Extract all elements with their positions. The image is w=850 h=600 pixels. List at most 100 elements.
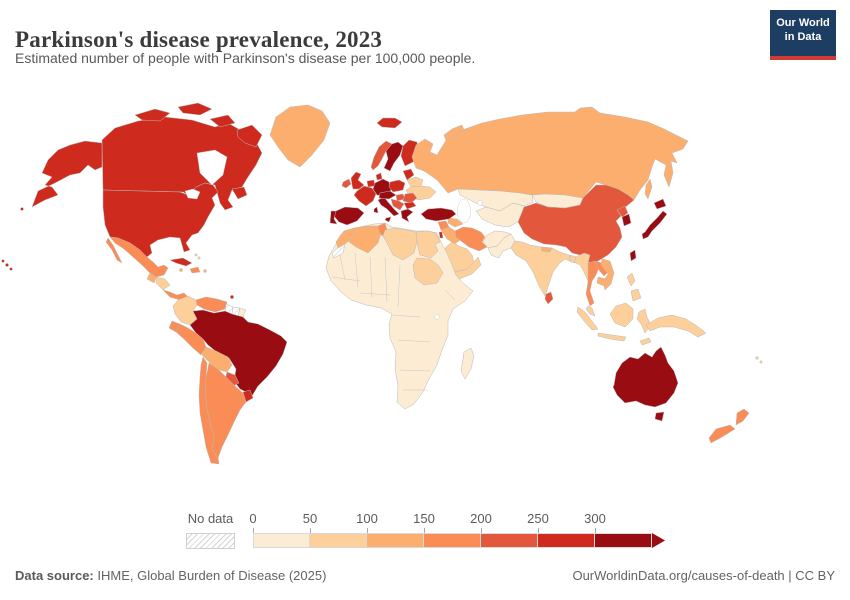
- country-spain[interactable]: [333, 206, 365, 226]
- country-alaska[interactable]: [31, 140, 103, 208]
- country-israel[interactable]: [438, 231, 444, 239]
- country-philippines-mindanao[interactable]: [630, 288, 642, 302]
- country-cambodia[interactable]: [596, 276, 607, 287]
- country-north-korea[interactable]: [616, 205, 629, 218]
- country-cuba[interactable]: [169, 257, 193, 267]
- legend-bin-250-300[interactable]: [538, 533, 595, 548]
- country-fiji-dot2[interactable]: [759, 360, 763, 364]
- country-caucasus[interactable]: [447, 217, 464, 228]
- country-algeria[interactable]: [347, 225, 382, 254]
- country-baffin-island[interactable]: [236, 124, 263, 148]
- country-france[interactable]: [353, 185, 377, 207]
- country-sardinia[interactable]: [373, 206, 379, 214]
- country-iran[interactable]: [454, 226, 488, 252]
- country-malaysia[interactable]: [585, 305, 596, 317]
- credit-link[interactable]: OurWorldinData.org/causes-of-death | CC …: [572, 568, 835, 583]
- country-java[interactable]: [597, 332, 627, 342]
- map-legend: No data 0 50 100 150 200 250 300: [0, 512, 850, 552]
- country-japan-hokkaido[interactable]: [653, 198, 667, 210]
- country-sri-lanka[interactable]: [544, 291, 554, 305]
- country-hawaii-dot3[interactable]: [9, 267, 13, 271]
- country-sakhalin[interactable]: [644, 178, 653, 200]
- country-bahamas-dot1[interactable]: [194, 253, 198, 257]
- country-sumatra[interactable]: [576, 306, 599, 331]
- country-australia[interactable]: [612, 346, 679, 408]
- country-venezuela[interactable]: [195, 296, 228, 313]
- legend-tickmark: [310, 528, 311, 533]
- country-greece[interactable]: [400, 208, 414, 223]
- legend-bin-100-150[interactable]: [367, 533, 424, 548]
- country-madagascar[interactable]: [460, 347, 475, 380]
- country-belarus[interactable]: [406, 176, 424, 188]
- country-nepal[interactable]: [540, 246, 553, 253]
- country-aleutians-dot[interactable]: [20, 207, 24, 211]
- country-tasmania[interactable]: [654, 411, 665, 422]
- country-sudan[interactable]: [412, 257, 444, 286]
- no-data-swatch[interactable]: [186, 533, 235, 549]
- country-sicily[interactable]: [384, 216, 392, 223]
- country-united-kingdom[interactable]: [350, 171, 365, 190]
- country-libya[interactable]: [382, 227, 418, 261]
- country-iceland[interactable]: [376, 117, 403, 129]
- country-chile[interactable]: [198, 356, 220, 465]
- country-jamaica[interactable]: [179, 268, 183, 272]
- country-puerto-rico[interactable]: [203, 269, 207, 273]
- country-laos[interactable]: [594, 260, 610, 277]
- country-new-zealand-south[interactable]: [708, 424, 736, 444]
- country-south-korea[interactable]: [621, 213, 632, 227]
- country-taiwan[interactable]: [629, 249, 637, 262]
- country-mexico[interactable]: [109, 236, 169, 278]
- country-timor[interactable]: [639, 337, 652, 346]
- country-portugal[interactable]: [329, 210, 338, 225]
- country-greenland[interactable]: [269, 104, 331, 168]
- country-thailand[interactable]: [585, 260, 600, 307]
- aral-sea: [477, 200, 483, 206]
- country-canada-arctic-3[interactable]: [209, 114, 236, 128]
- country-western-sahara[interactable]: [331, 243, 346, 259]
- country-balkans[interactable]: [390, 198, 405, 211]
- country-canada-arctic-2[interactable]: [177, 102, 213, 116]
- country-novaya-zemlya[interactable]: [443, 124, 465, 141]
- country-brazil[interactable]: [189, 309, 288, 397]
- country-poland[interactable]: [388, 179, 406, 193]
- country-bahamas-dot2[interactable]: [197, 256, 201, 260]
- country-hawaii-dot1[interactable]: [1, 259, 5, 263]
- country-colombia[interactable]: [172, 295, 198, 326]
- chart-subtitle: Estimated number of people with Parkinso…: [15, 50, 476, 66]
- legend-bin-300+[interactable]: [595, 533, 652, 548]
- hudson-bay: [196, 149, 228, 186]
- country-baltics[interactable]: [402, 168, 415, 181]
- legend-bin-50-100[interactable]: [310, 533, 367, 548]
- country-china[interactable]: [517, 184, 635, 264]
- country-fiji-dot1[interactable]: [755, 356, 759, 360]
- legend-bin-0-50[interactable]: [253, 533, 310, 548]
- country-new-zealand-north[interactable]: [735, 408, 750, 426]
- country-costa-rica-panama[interactable]: [162, 289, 189, 301]
- legend-bin-200-250[interactable]: [481, 533, 538, 548]
- country-denmark[interactable]: [375, 172, 383, 181]
- country-japan-honshu[interactable]: [641, 210, 668, 240]
- country-bulgaria[interactable]: [403, 201, 417, 210]
- country-guatemala[interactable]: [146, 272, 157, 284]
- country-hispaniola[interactable]: [189, 266, 201, 274]
- country-central-asia[interactable]: [475, 202, 529, 228]
- country-baja-california[interactable]: [105, 237, 123, 264]
- country-turkey[interactable]: [420, 207, 457, 222]
- country-egypt[interactable]: [415, 230, 441, 259]
- country-canada-arctic-1[interactable]: [134, 108, 171, 122]
- country-czech-austria[interactable]: [378, 190, 397, 200]
- country-romania[interactable]: [402, 192, 418, 204]
- legend-no-data[interactable]: No data: [186, 512, 235, 549]
- country-borneo[interactable]: [609, 302, 634, 328]
- country-philippines-luzon[interactable]: [626, 272, 636, 287]
- country-hawaii-dot2[interactable]: [5, 263, 9, 267]
- country-india[interactable]: [510, 240, 577, 297]
- country-honduras-nicaragua[interactable]: [155, 276, 171, 291]
- country-newfoundland[interactable]: [231, 186, 248, 200]
- country-peru[interactable]: [175, 323, 207, 356]
- legend-bin-150-200[interactable]: [424, 533, 481, 548]
- country-new-guinea[interactable]: [645, 314, 707, 338]
- country-ireland[interactable]: [341, 178, 352, 189]
- country-trinidad[interactable]: [230, 295, 234, 299]
- country-sweden[interactable]: [383, 141, 404, 172]
